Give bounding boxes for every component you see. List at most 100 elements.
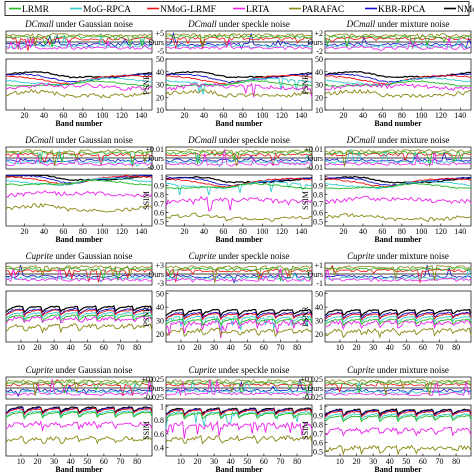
diff-line-parafac — [324, 379, 472, 396]
series-line-lrmr — [324, 183, 472, 190]
y-tick-label: 20 — [315, 330, 323, 339]
y-tick-label: 50 — [156, 55, 164, 64]
x-tick-label: 60 — [100, 343, 108, 352]
y-tick-label: 0.6 — [313, 209, 323, 218]
series-line-nmog-tucker — [324, 308, 472, 318]
diff-line-kbr-rpca — [5, 385, 153, 398]
series-line-nmog-lrmf — [165, 408, 313, 418]
diff-line-kbr-rpca — [5, 264, 153, 279]
panel-title: DCmall under speckle noise — [187, 19, 290, 29]
x-tick-label: 50 — [402, 343, 410, 352]
y-tick-label: 30 — [315, 81, 323, 90]
diff-line-mog-rpca — [165, 44, 313, 49]
diff-line-lrmr — [165, 150, 313, 165]
diff-tick-label: -3 — [157, 279, 164, 288]
y-tick-label: 10 — [315, 106, 323, 115]
diff-line-parafac — [165, 149, 313, 166]
x-tick-label: 50 — [243, 457, 251, 466]
x-tick-label: 80 — [79, 111, 87, 120]
panel-title: DCmall under Gaussian noise — [24, 19, 133, 29]
diff-line-lrta — [165, 379, 312, 397]
x-tick-label: 80 — [452, 343, 460, 352]
panel-ssim-r3c0: Cuprite under Gaussian noise 10 20 30 40 50 60… — [5, 365, 153, 474]
diff-line-lrmr — [324, 150, 472, 167]
diff-tick-label: -2 — [316, 47, 323, 56]
panel-title: DCmall under Gaussian noise — [24, 135, 133, 145]
diff-tick-label: +0.01 — [304, 145, 323, 154]
series-line-lrta — [324, 195, 472, 205]
diff-tick-label: Ours — [307, 38, 323, 47]
diff-tick-label: -0.025 — [143, 393, 164, 402]
x-tick-label: 140 — [135, 227, 147, 236]
x-tick-label: 40 — [386, 457, 394, 466]
series-line-lrmr — [5, 179, 153, 186]
x-tick-label: 70 — [435, 343, 443, 352]
legend: LRMR MoG-RPCA NMoG-LRMF LRTA PARAFAC KBR-RPCA… — [4, 1, 474, 16]
series-line-lrmr — [165, 80, 313, 87]
diff-tick-label: Ours — [148, 154, 164, 163]
legend-label: NMoG-LRMF — [160, 5, 216, 15]
diff-line-kbr-rpca — [5, 34, 153, 48]
diff-line-mog-rpca — [5, 382, 153, 395]
x-tick-label: 30 — [50, 457, 58, 466]
y-tick-label: 0.8 — [154, 191, 164, 200]
diff-line-lrta — [165, 39, 313, 51]
x-axis-label: Band number — [55, 119, 103, 128]
diff-line-kbr-rpca — [324, 35, 472, 50]
x-tick-label: 40 — [200, 227, 208, 236]
x-tick-label: 50 — [402, 457, 410, 466]
y-tick-label: 0.6 — [313, 439, 323, 448]
x-tick-label: 20 — [20, 111, 28, 120]
panel-ssim-r3c1: Cuprite under speckle noise +0.025Ours-0.… — [141, 365, 313, 474]
x-tick-label: 70 — [435, 457, 443, 466]
series-line-parafac — [5, 202, 153, 213]
series-line-lrta — [5, 420, 153, 433]
y-tick-label: 20 — [315, 93, 323, 102]
y-tick-label: 40 — [315, 68, 323, 77]
series-line-lrta — [5, 82, 153, 91]
x-tick-label: 40 — [67, 457, 75, 466]
panel-title: Cuprite under Gaussian noise — [26, 365, 133, 375]
y-tick-label: 0.8 — [313, 421, 323, 430]
y-tick-label: 30 — [156, 81, 164, 90]
diff-line-parafac — [324, 149, 472, 167]
diff-line-nmog-lrmf — [5, 36, 153, 51]
diff-line-lrmr — [324, 380, 472, 394]
x-tick-label: 40 — [227, 343, 235, 352]
x-axis-label: Band number — [374, 235, 422, 244]
diff-line-lrta — [5, 153, 153, 167]
x-tick-label: 60 — [260, 457, 268, 466]
series-line-lrta — [165, 318, 313, 339]
x-tick-label: 70 — [276, 457, 284, 466]
series-line-mog-rpca — [5, 77, 153, 86]
x-tick-label: 70 — [276, 343, 284, 352]
x-tick-label: 10 — [177, 457, 185, 466]
diff-line-parafac — [165, 265, 313, 284]
x-tick-label: 50 — [83, 457, 91, 466]
legend-label: LRTA — [246, 5, 270, 15]
diff-line-nmog-lrmf — [5, 268, 153, 283]
x-tick-label: 20 — [180, 227, 188, 236]
series-line-nmog-lrmf — [5, 309, 153, 318]
diff-line-kbr-rpca — [5, 158, 153, 163]
y-axis-label: PSNR — [301, 306, 310, 327]
y-tick-label: 50 — [315, 55, 323, 64]
series-line-parafac — [324, 212, 472, 223]
x-tick-label: 120 — [116, 227, 128, 236]
x-tick-label: 120 — [116, 111, 128, 120]
series-line-lrta — [324, 427, 472, 437]
diff-tick-label: Ours — [148, 270, 164, 279]
diff-tick-label: Ours — [307, 384, 323, 393]
x-tick-label: 100 — [415, 227, 427, 236]
x-tick-label: 40 — [200, 111, 208, 120]
y-tick-label: 40 — [156, 68, 164, 77]
x-tick-label: 20 — [353, 343, 361, 352]
panel-psnr-r2c0: Cuprite under Gaussian noise 10 20 30 40 50 60… — [5, 251, 153, 352]
y-tick-label: 0.4 — [154, 444, 164, 453]
series-line-lrmr — [165, 412, 313, 420]
series-line-lrmr — [324, 318, 472, 327]
x-tick-label: 10 — [336, 457, 344, 466]
x-tick-label: 40 — [359, 227, 367, 236]
x-tick-label: 80 — [398, 111, 406, 120]
